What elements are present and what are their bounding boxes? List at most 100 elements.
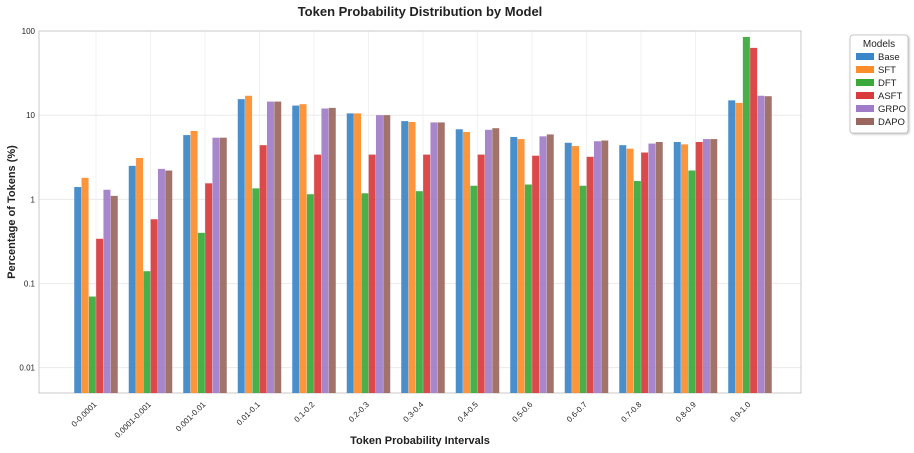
legend-label: DAPO <box>878 117 905 128</box>
bar-sft <box>681 144 689 393</box>
bar-grpo <box>266 101 274 394</box>
bar-asft <box>423 154 431 393</box>
legend-items: Base SFT DFT ASFT GRPO DAPO <box>856 52 906 128</box>
bar-asft <box>641 152 649 393</box>
bar-dapo <box>165 170 173 393</box>
bar-sft <box>517 139 525 393</box>
bar-grpo <box>593 141 601 393</box>
bar-dapo <box>546 134 554 393</box>
bar-grpo <box>321 108 329 393</box>
bar-sft <box>136 157 144 393</box>
bar-grpo <box>648 143 656 393</box>
bar-dapo <box>110 195 118 393</box>
bar-grpo <box>157 168 165 393</box>
y-tick-label: 10 <box>26 111 35 120</box>
bar-base <box>510 137 518 393</box>
bars <box>74 36 772 394</box>
y-tick-label: 1 <box>31 195 36 204</box>
bar-sft <box>408 121 416 394</box>
bar-asft <box>750 47 758 394</box>
bar-dft <box>143 271 151 393</box>
bar-dapo <box>764 96 772 394</box>
legend-swatch <box>856 92 874 99</box>
bar-dapo <box>655 141 663 393</box>
bar-dapo <box>219 137 227 393</box>
bar-grpo <box>103 189 111 393</box>
y-axis-label: Percentage of Tokens (%) <box>6 145 18 279</box>
legend-swatch <box>856 79 874 86</box>
bar-dapo <box>328 107 336 393</box>
bar-dft <box>579 185 587 393</box>
bar-grpo <box>757 95 765 393</box>
bar-asft <box>96 238 104 393</box>
bar-grpo <box>702 139 710 393</box>
bar-asft <box>205 183 213 393</box>
legend-label: ASFT <box>878 91 902 102</box>
legend-swatch <box>856 66 874 73</box>
bar-dapo <box>437 122 445 393</box>
legend-label: DFT <box>878 78 897 89</box>
bar-sft <box>190 130 198 393</box>
bar-base <box>346 113 354 393</box>
bar-dft <box>306 194 314 393</box>
bar-asft <box>259 145 267 393</box>
legend-label: GRPO <box>878 104 906 115</box>
bar-sft <box>299 104 307 393</box>
bar-asft <box>695 141 703 393</box>
bar-asft <box>532 155 540 393</box>
bar-sft <box>81 177 89 393</box>
legend-swatch <box>856 53 874 60</box>
bar-sft <box>735 102 743 394</box>
legend-swatch <box>856 118 874 125</box>
legend-title: Models <box>863 39 895 50</box>
bar-base <box>128 165 136 393</box>
bar-dft <box>633 181 641 393</box>
bar-dft <box>688 170 696 393</box>
bar-dapo <box>601 140 609 393</box>
bar-dapo <box>492 128 500 393</box>
bar-base <box>401 121 409 393</box>
x-axis-label: Token Probability Intervals <box>350 435 490 447</box>
bar-dapo <box>383 115 391 393</box>
bar-base <box>728 100 736 394</box>
y-tick-label: 0.01 <box>19 364 35 373</box>
bar-dft <box>415 191 423 393</box>
bar-grpo <box>484 129 492 394</box>
legend: Models Base SFT DFT ASFT GRPO DAPO <box>849 34 909 134</box>
bar-base <box>564 142 572 393</box>
bar-dapo <box>710 139 718 393</box>
bar-dft <box>361 193 369 393</box>
bar-asft <box>586 156 594 393</box>
bar-dft <box>524 184 532 393</box>
bar-dapo <box>274 101 282 394</box>
bar-base <box>74 187 82 393</box>
legend-label: SFT <box>878 65 896 76</box>
bar-base <box>237 99 245 393</box>
bar-dft <box>197 232 205 393</box>
bar-grpo <box>539 136 547 393</box>
legend-swatch <box>856 105 874 112</box>
chart-title: Token Probability Distribution by Model <box>298 4 543 19</box>
bar-dft <box>88 296 96 393</box>
legend-label: Base <box>878 52 900 63</box>
bar-asft <box>477 154 485 393</box>
bar-asft <box>314 154 322 393</box>
bar-sft <box>463 132 471 393</box>
bar-dft <box>742 36 750 393</box>
bar-grpo <box>430 122 438 393</box>
bar-base <box>673 141 681 393</box>
bar-grpo <box>375 115 383 393</box>
bar-base <box>619 145 627 393</box>
bar-base <box>292 105 300 393</box>
y-tick-label: 0.1 <box>24 279 36 288</box>
bar-dft <box>470 185 478 393</box>
bar-sft <box>572 146 580 393</box>
bar-dft <box>252 188 260 393</box>
bar-sft <box>245 95 253 393</box>
bar-sft <box>626 148 634 393</box>
bar-asft <box>368 154 376 393</box>
y-axis-ticks: 0.01 0.1 1 10 100 <box>19 27 35 373</box>
bar-base <box>455 129 463 393</box>
bar-grpo <box>212 137 220 393</box>
